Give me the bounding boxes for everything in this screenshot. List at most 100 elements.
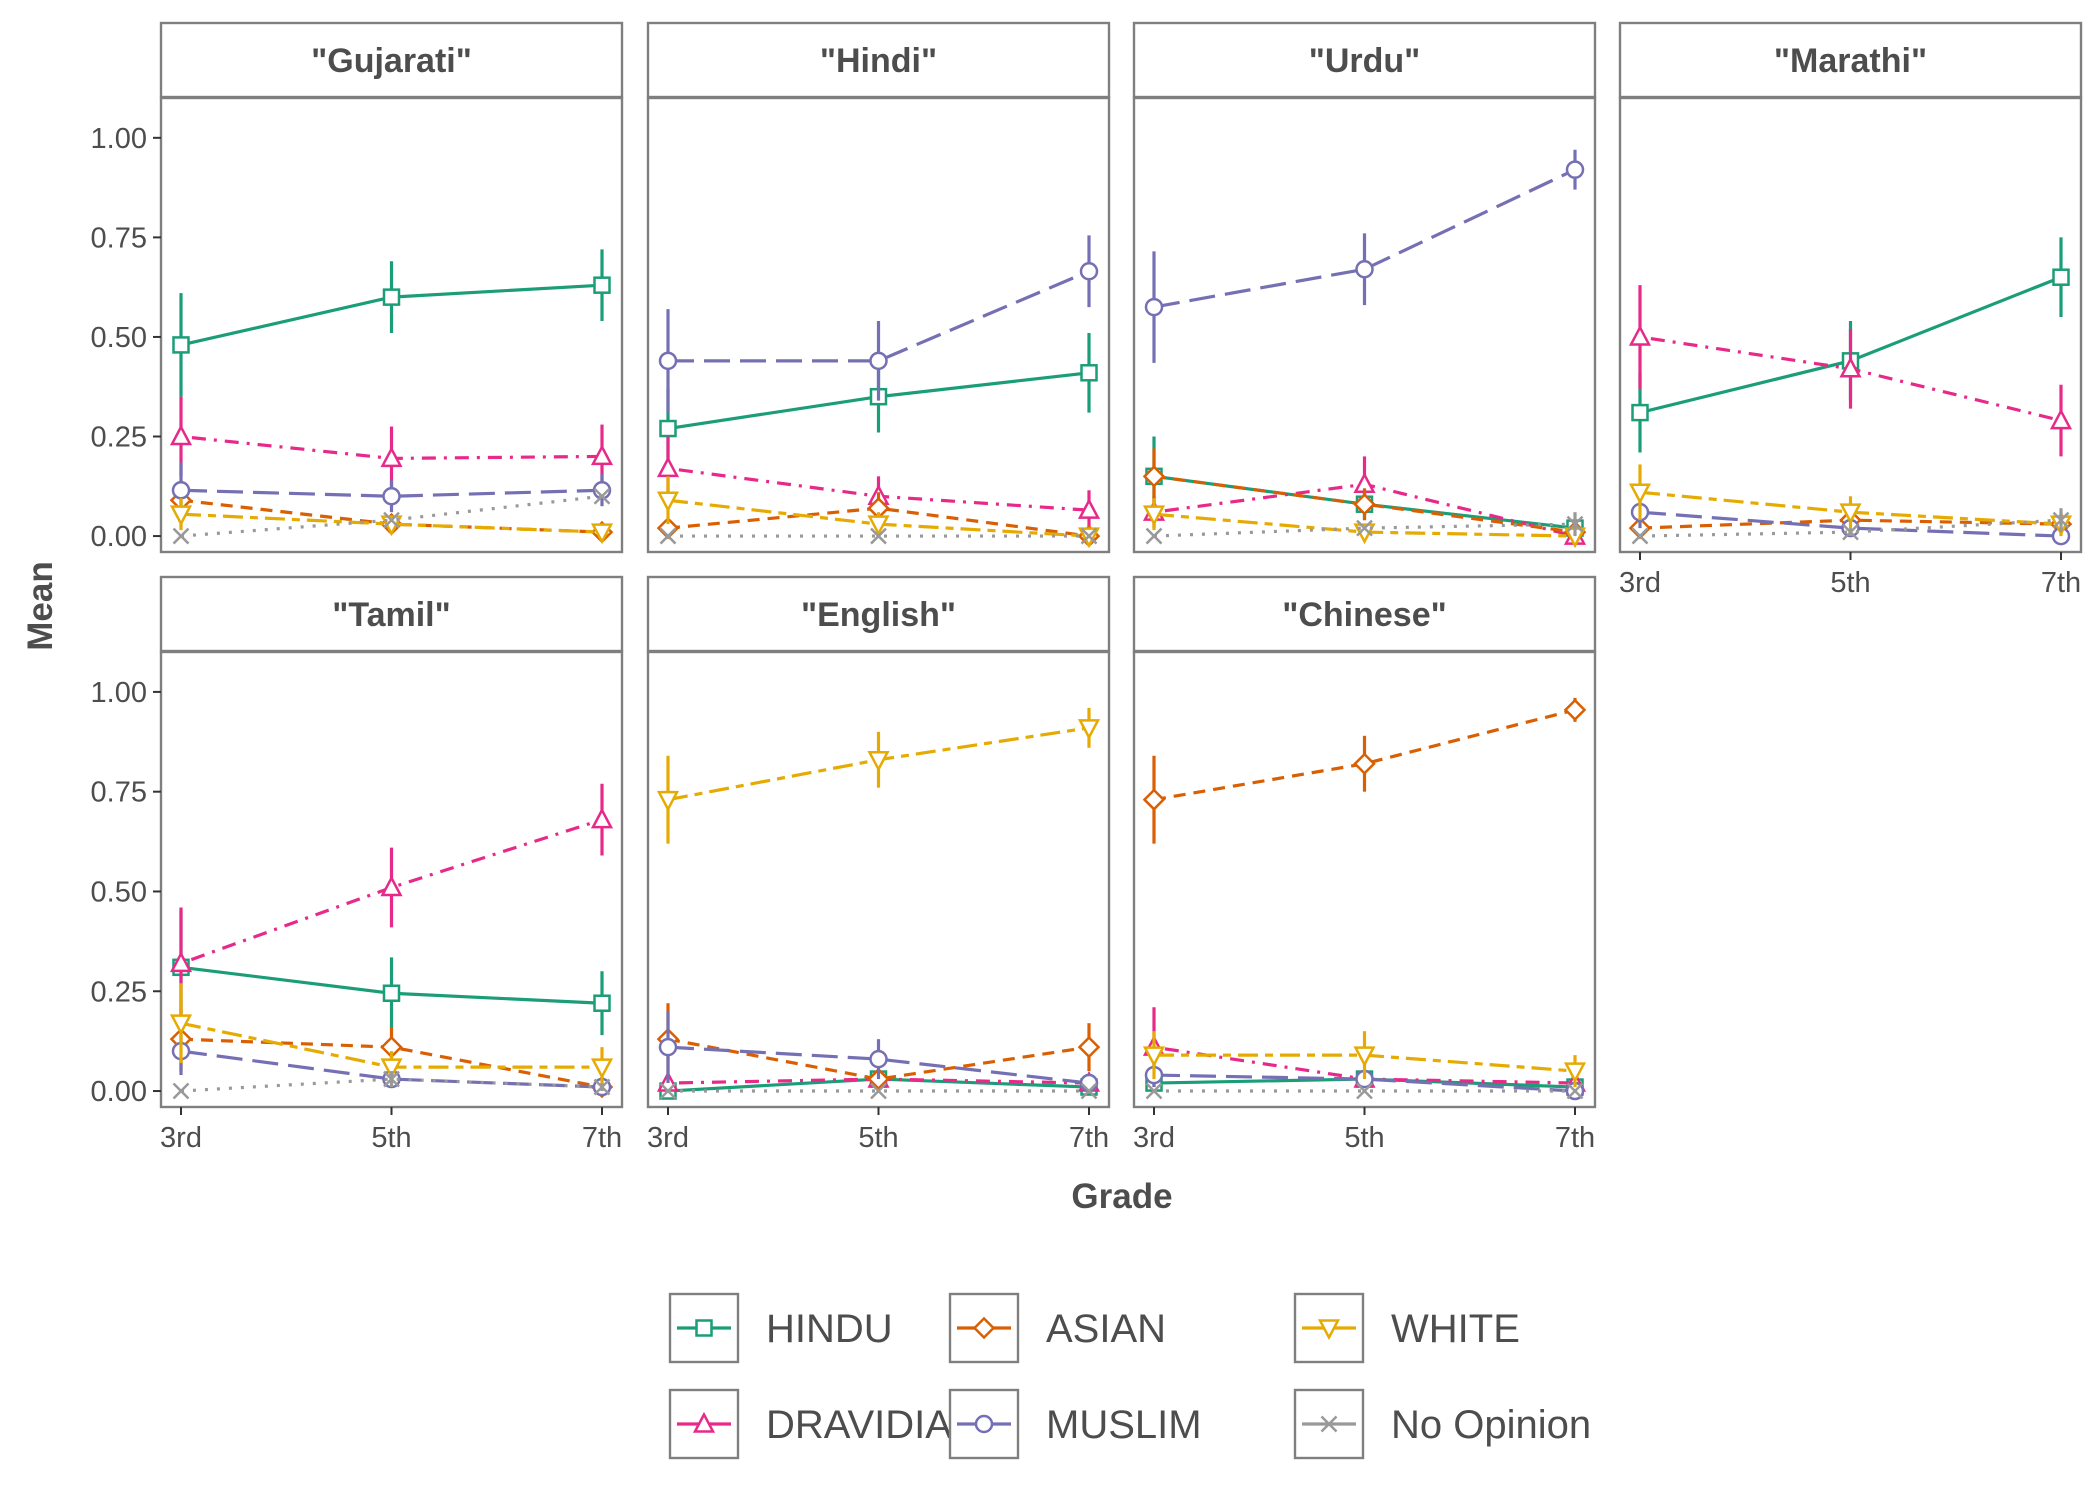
legend: HINDU DRAVIDIAN ASIAN MUSLIM WHITE No Opinion (668, 1292, 1591, 1460)
data-point (380, 446, 403, 468)
data-point (656, 491, 680, 513)
data-point (869, 1049, 888, 1069)
x-tick-label: 3rd (1133, 1122, 1175, 1154)
x-tick-label: 7th (582, 1122, 622, 1154)
facet-title: "Urdu" (1309, 42, 1421, 80)
facet-strip (1132, 21, 1597, 99)
facet-panel-chinese: "Chinese" 3rd 5th 7th (1132, 575, 1597, 1154)
data-point (590, 807, 614, 829)
data-point (172, 336, 190, 354)
series-line-asian (1153, 474, 1576, 534)
data-point (1839, 356, 1862, 378)
data-point (172, 1082, 190, 1100)
data-point (656, 790, 680, 812)
plot-panel (646, 650, 1111, 1109)
series-line-muslim (1153, 168, 1576, 309)
data-point (2052, 511, 2070, 529)
data-point (658, 1037, 678, 1057)
data-point (169, 1014, 193, 1036)
facet-title: "English" (801, 596, 956, 634)
data-point (1628, 324, 1652, 346)
facet-title: "Marathi" (1774, 42, 1927, 80)
x-tick-label: 7th (1555, 1122, 1595, 1154)
data-point (382, 486, 401, 506)
data-point (169, 505, 193, 527)
data-point (1563, 698, 1587, 722)
y-tick-label: 0.75 (91, 222, 147, 254)
data-point (1077, 719, 1101, 741)
series-muslim (171, 462, 612, 519)
legend-key-marker (692, 1411, 716, 1433)
facet-panel-tamil: "Tamil" 0.00 0.25 0.50 0.75 1.00 3rd 5th 7th (91, 575, 624, 1154)
data-point (1080, 1082, 1098, 1100)
data-point (2052, 268, 2070, 286)
data-point (592, 481, 612, 500)
legend-item-dravidian: DRAVIDIAN (668, 1388, 981, 1460)
data-point (1142, 1046, 1166, 1068)
series-no-opinion (172, 487, 611, 545)
y-axis-title: Mean (21, 561, 60, 650)
data-point (1142, 465, 1166, 488)
data-point (590, 444, 614, 466)
data-point (1356, 519, 1373, 537)
facet-strip (159, 575, 624, 653)
data-point (1145, 1082, 1163, 1100)
legend-label: WHITE (1391, 1307, 1520, 1351)
y-tick-label: 1.00 (91, 123, 147, 155)
data-point (659, 419, 677, 438)
x-tick-label: 7th (2041, 567, 2081, 599)
facet-strip (159, 21, 624, 99)
legend-key-marker (1320, 1415, 1338, 1433)
data-point (1631, 403, 1649, 422)
data-point (1839, 503, 1862, 525)
data-point (593, 1078, 611, 1096)
series-no-opinion (659, 527, 1098, 545)
data-point (870, 527, 887, 545)
legend-label: ASIAN (1046, 1307, 1166, 1351)
x-tick-label: 5th (371, 1122, 411, 1154)
facet-strip (1618, 21, 2083, 99)
series-no-opinion (1631, 508, 2070, 545)
data-point (1628, 483, 1652, 505)
data-point (2049, 408, 2073, 430)
series-muslim (658, 1011, 1099, 1093)
x-tick-label: 5th (1344, 1122, 1384, 1154)
legend-item-asian: ASIAN (948, 1292, 1166, 1364)
series-dravidian (169, 396, 614, 491)
legend-label: DRAVIDIAN (766, 1403, 981, 1447)
legend-item-white: WHITE (1293, 1292, 1520, 1364)
legend-label: MUSLIM (1046, 1403, 1202, 1447)
legend-label: HINDU (766, 1307, 893, 1351)
y-tick-label: 0.00 (91, 521, 147, 553)
legend-key-marker (972, 1316, 996, 1340)
data-point (172, 527, 190, 545)
data-point (380, 875, 403, 897)
data-point (1353, 752, 1376, 776)
data-point (1842, 523, 1859, 541)
data-point (1080, 527, 1098, 545)
series-no-opinion (172, 1070, 611, 1100)
data-point (1353, 492, 1376, 516)
y-tick-label: 0.50 (91, 322, 147, 354)
legend-key-marker (974, 1414, 994, 1434)
data-point (593, 487, 611, 505)
data-point (656, 456, 680, 478)
series-white (169, 983, 614, 1088)
data-point (1079, 1073, 1099, 1093)
series-line-asian (667, 1037, 1090, 1081)
y-tick-label: 1.00 (91, 677, 147, 709)
x-tick-label: 3rd (160, 1122, 202, 1154)
facet-title: "Gujarati" (311, 42, 472, 80)
data-point (1142, 788, 1166, 811)
data-point (171, 481, 191, 500)
data-point (380, 1058, 403, 1080)
data-point (1566, 1082, 1584, 1100)
x-tick-label: 7th (1069, 1122, 1109, 1154)
y-tick-label: 0.25 (91, 422, 147, 454)
series-muslim (1144, 149, 1585, 363)
data-point (1563, 1062, 1587, 1084)
series-hindu (172, 249, 611, 397)
legend-key-marker (695, 1319, 713, 1337)
facet-panel-hindi: "Hindi" (646, 21, 1111, 554)
